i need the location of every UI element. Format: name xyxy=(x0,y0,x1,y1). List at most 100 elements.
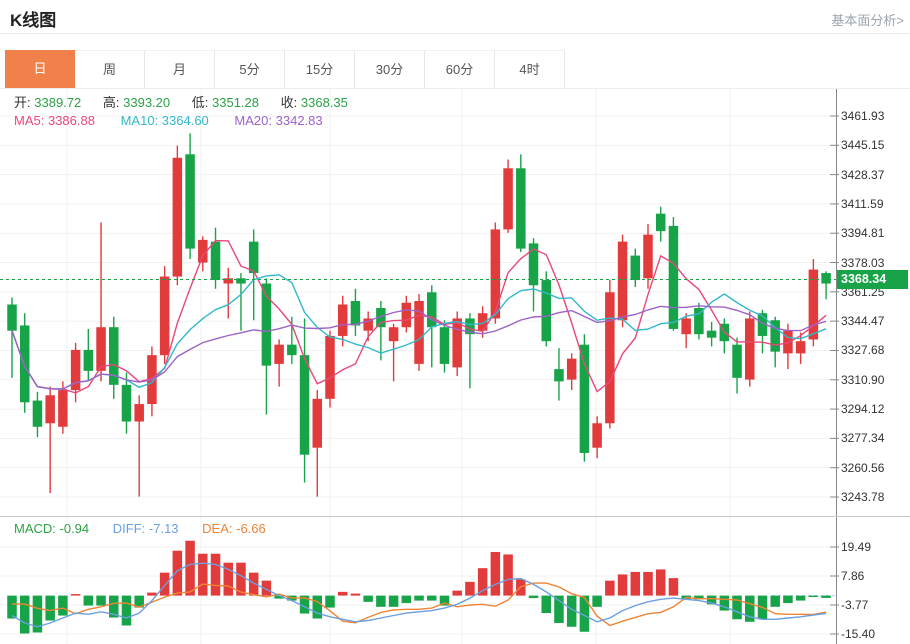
candle-body xyxy=(808,269,819,340)
macd-histogram-bar xyxy=(83,595,94,606)
tab-周[interactable]: 周 xyxy=(75,50,145,88)
candle-body xyxy=(401,302,412,328)
macd-histogram-bar xyxy=(795,595,806,601)
candle-body xyxy=(19,325,30,403)
high-label: 高: xyxy=(102,95,120,110)
tab-5分[interactable]: 5分 xyxy=(215,50,285,88)
tab-日[interactable]: 日 xyxy=(5,50,75,88)
y-axis-label: 3461.93 xyxy=(841,109,885,123)
candle-body xyxy=(274,344,284,364)
macd-value: -0.94 xyxy=(59,521,90,536)
candle-body xyxy=(96,327,106,371)
candle-body xyxy=(477,313,488,331)
macd-header: MACD: -0.94 DIFF: -7.13 DEA: -6.66 xyxy=(14,521,286,536)
tab-4时[interactable]: 4时 xyxy=(495,50,565,88)
candle-body xyxy=(350,301,361,326)
y-axis-label: 3243.78 xyxy=(841,490,885,504)
macd-histogram-bar xyxy=(121,595,132,626)
y-axis-label: 7.86 xyxy=(841,569,865,583)
macd-histogram-bar xyxy=(248,572,259,596)
y-axis-label: 3445.15 xyxy=(841,138,885,153)
candle-body xyxy=(541,280,551,342)
tab-15分[interactable]: 15分 xyxy=(285,50,355,88)
widget-header: K线图 基本面分析> xyxy=(0,0,910,34)
macd-histogram-bar xyxy=(414,595,424,601)
candle-body xyxy=(210,241,221,281)
candle-body xyxy=(566,358,577,380)
ma5-value: 3386.88 xyxy=(47,113,95,128)
macd-histogram-bar xyxy=(554,595,564,624)
candle-body xyxy=(770,320,780,352)
open-label: 开: xyxy=(14,95,31,110)
y-axis-label: 3327.68 xyxy=(841,343,885,358)
low-label: 低: xyxy=(191,95,209,110)
candle-body xyxy=(668,225,679,329)
open-value: 3389.72 xyxy=(34,95,82,110)
macd-histogram-bar xyxy=(490,551,501,596)
candle-body xyxy=(58,390,68,427)
tab-30分[interactable]: 30分 xyxy=(355,50,425,88)
candle-body xyxy=(198,239,208,263)
y-axis-label: 3378.03 xyxy=(841,255,885,270)
y-axis-label: 3428.37 xyxy=(841,167,885,182)
candle-body xyxy=(248,241,259,274)
candle-body xyxy=(503,168,513,230)
candle-body xyxy=(134,404,144,422)
candle-body xyxy=(109,327,119,385)
macd-histogram-bar xyxy=(605,580,615,596)
macd-histogram-bar xyxy=(592,595,602,607)
low-value: 3351.28 xyxy=(212,95,259,110)
current-price-tag: 3368.34 xyxy=(837,269,908,289)
macd-histogram-bar xyxy=(325,595,335,608)
main-kline-chart[interactable]: 开: 3389.72 高: 3393.20 低: 3351.28 收: 3368… xyxy=(0,88,910,517)
tab-月[interactable]: 月 xyxy=(145,50,215,88)
candle-body xyxy=(745,318,755,380)
macd-histogram-bar xyxy=(566,595,577,627)
macd-histogram-bar xyxy=(617,574,628,596)
candle-body xyxy=(732,344,742,378)
macd-histogram-bar xyxy=(299,595,310,614)
macd-plot[interactable] xyxy=(0,517,910,644)
macd-histogram-bar xyxy=(745,595,755,622)
candle-body xyxy=(7,304,17,331)
macd-histogram-bar xyxy=(223,562,233,596)
candle-body xyxy=(32,400,43,427)
macd-histogram-bar xyxy=(274,595,284,599)
candle-body xyxy=(287,344,297,356)
candlestick-plot[interactable] xyxy=(0,89,910,517)
macd-histogram-bar xyxy=(770,595,780,607)
candle-body xyxy=(185,154,195,249)
macd-histogram-bar xyxy=(159,572,170,596)
y-axis-label: 3411.59 xyxy=(841,196,884,211)
candle-body xyxy=(83,349,94,371)
candle-body xyxy=(592,423,602,448)
page-title: K线图 xyxy=(10,11,57,30)
macd-histogram-bar xyxy=(783,595,793,604)
ma5-label: MA5: xyxy=(14,113,45,128)
macd-histogram-bar xyxy=(261,580,272,596)
fundamental-analysis-link[interactable]: 基本面分析> xyxy=(831,13,904,28)
ma20-label: MA20: xyxy=(234,113,272,128)
macd-histogram-bar xyxy=(337,591,348,596)
ma-header: MA5: 3386.88 MA10: 3364.60 MA20: 3342.83 xyxy=(14,113,345,128)
period-tabs: 日周月 5分 15分 30分 60分 4时 xyxy=(5,50,565,88)
macd-label: MACD: xyxy=(14,521,56,536)
tab-60分[interactable]: 60分 xyxy=(425,50,495,88)
y-axis-label: 3260.56 xyxy=(841,460,885,475)
candle-body xyxy=(121,384,132,422)
macd-histogram-bar xyxy=(388,595,399,607)
y-axis-label: -15.40 xyxy=(841,627,876,641)
candle-body xyxy=(655,213,666,232)
macd-histogram-bar xyxy=(236,562,246,596)
diff-label: DIFF: xyxy=(112,521,146,536)
candle-body xyxy=(439,327,450,364)
macd-histogram-bar xyxy=(7,595,17,619)
candle-body xyxy=(427,292,437,328)
macd-panel[interactable]: MACD: -0.94 DIFF: -7.13 DEA: -6.66 19.49… xyxy=(0,516,910,644)
macd-histogram-bar xyxy=(541,595,551,614)
candle-body xyxy=(605,292,615,424)
candle-body xyxy=(821,273,831,284)
candle-body xyxy=(172,157,183,277)
ma10-label: MA10: xyxy=(120,113,159,128)
